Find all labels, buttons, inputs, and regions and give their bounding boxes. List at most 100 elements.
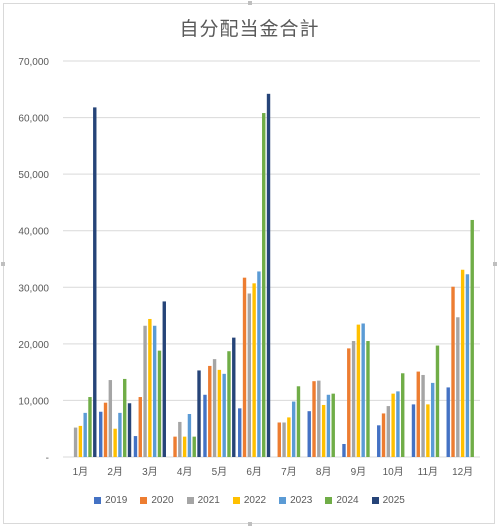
bar[interactable] [430,382,435,457]
bar[interactable] [138,397,142,457]
resize-handle-left[interactable] [1,262,5,266]
bar[interactable] [227,351,231,457]
bar[interactable] [157,350,162,457]
bar[interactable] [217,369,222,457]
bar[interactable] [411,404,416,457]
resize-handle-top[interactable] [248,1,252,5]
x-tick-label: 6月 [246,466,262,478]
bar[interactable] [232,337,236,457]
bar[interactable] [456,317,460,457]
bar[interactable] [257,271,261,457]
bar[interactable] [133,436,138,457]
bar[interactable] [366,341,370,457]
bar[interactable] [342,443,346,457]
bar[interactable] [203,394,207,457]
bar[interactable] [312,381,316,457]
bar[interactable] [208,365,212,457]
bar[interactable] [148,318,152,457]
bar[interactable] [118,412,122,457]
bar[interactable] [123,378,127,457]
x-tick-label: 2月 [107,466,123,478]
bar[interactable] [381,413,386,457]
bar[interactable] [291,401,296,457]
bar[interactable] [446,387,450,457]
bar[interactable] [356,324,361,457]
legend-swatch [279,497,287,504]
bar[interactable] [460,269,465,457]
bar[interactable] [108,380,113,457]
bar[interactable] [321,404,326,457]
bar[interactable] [347,348,351,457]
x-tick-label: 8月 [316,466,332,478]
bars [73,93,474,457]
bar[interactable] [73,427,78,457]
bar[interactable] [93,107,97,457]
bar[interactable] [178,421,182,457]
bar[interactable] [103,402,108,457]
bar[interactable] [99,411,103,457]
bar[interactable] [127,403,132,457]
bar[interactable] [143,325,147,457]
bar[interactable] [247,293,252,457]
bar[interactable] [187,414,192,457]
bar[interactable] [262,113,266,457]
bar[interactable] [470,219,474,457]
x-tick-label: 7月 [281,466,297,478]
x-tick-label: 1月 [73,466,89,478]
bar[interactable] [451,286,455,457]
bar[interactable] [192,436,196,457]
legend-item[interactable]: 2024 [325,495,359,506]
y-tick-label: - [46,453,49,464]
bar[interactable] [277,422,281,457]
resize-handle-bottom[interactable] [248,522,252,526]
legend-item[interactable]: 2025 [371,495,405,506]
bar[interactable] [361,323,365,457]
resize-handle-right[interactable] [493,262,497,266]
bar[interactable] [83,412,87,457]
bar[interactable] [317,380,321,457]
bar[interactable] [78,425,83,457]
bar[interactable] [421,374,425,457]
legend-swatch [94,497,102,504]
bar[interactable] [377,425,381,457]
bar[interactable] [465,274,470,457]
bar[interactable] [426,404,430,457]
bar[interactable] [266,93,271,457]
legend-item[interactable]: 2021 [186,495,220,506]
bar[interactable] [182,436,187,457]
bar[interactable] [242,277,247,457]
legend-item[interactable]: 2022 [232,495,266,506]
bar[interactable] [435,345,440,457]
bar[interactable] [331,393,335,457]
x-tick-label: 4月 [177,466,193,478]
bar[interactable] [307,411,311,457]
bar[interactable] [222,373,226,457]
bar[interactable] [296,386,301,457]
bar[interactable] [287,417,291,457]
x-tick-label: 12月 [452,466,473,478]
bar[interactable] [88,397,92,457]
y-tick-label: 20,000 [18,340,49,351]
legend-label: 2019 [105,495,128,506]
bar[interactable] [113,428,117,457]
legend-label: 2020 [151,495,174,506]
legend-item[interactable]: 2019 [94,495,127,506]
bar[interactable] [197,370,201,457]
bar[interactable] [238,408,242,457]
bar[interactable] [386,406,391,457]
bar[interactable] [416,371,420,457]
x-tick-label: 9月 [351,466,367,478]
bar[interactable] [391,393,395,457]
bar[interactable] [401,373,405,457]
bar[interactable] [162,301,166,457]
bar[interactable] [173,436,177,457]
bar[interactable] [326,394,331,457]
bar[interactable] [252,283,256,457]
bar[interactable] [396,391,400,457]
bar[interactable] [152,325,157,457]
bar[interactable] [212,359,217,457]
bar[interactable] [351,341,356,457]
legend-item[interactable]: 2020 [140,495,174,506]
legend-item[interactable]: 2023 [279,495,312,506]
bar[interactable] [282,422,286,457]
